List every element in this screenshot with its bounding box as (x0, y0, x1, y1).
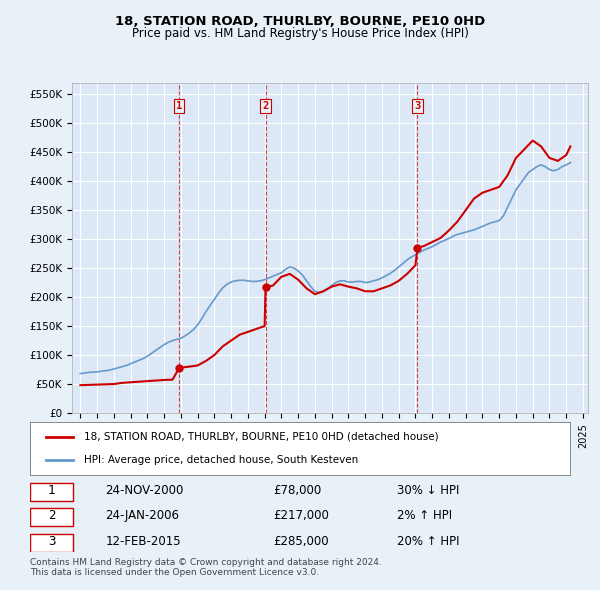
Text: Price paid vs. HM Land Registry's House Price Index (HPI): Price paid vs. HM Land Registry's House … (131, 27, 469, 40)
Text: 2% ↑ HPI: 2% ↑ HPI (397, 509, 452, 522)
Text: This data is licensed under the Open Government Licence v3.0.: This data is licensed under the Open Gov… (30, 568, 319, 576)
Text: £217,000: £217,000 (273, 509, 329, 522)
Text: 24-NOV-2000: 24-NOV-2000 (106, 484, 184, 497)
Text: 20% ↑ HPI: 20% ↑ HPI (397, 535, 460, 548)
Point (261, 283, 271, 292)
Text: Contains HM Land Registry data © Crown copyright and database right 2024.: Contains HM Land Registry data © Crown c… (30, 558, 382, 566)
Text: 1: 1 (48, 484, 55, 497)
FancyBboxPatch shape (30, 534, 73, 552)
Text: 1: 1 (176, 101, 182, 111)
Text: £78,000: £78,000 (273, 484, 321, 497)
Point (413, 243, 422, 253)
FancyBboxPatch shape (30, 483, 73, 501)
Text: 2: 2 (262, 101, 269, 111)
Text: £285,000: £285,000 (273, 535, 329, 548)
Point (175, 363, 184, 372)
Text: 18, STATION ROAD, THURLBY, BOURNE, PE10 0HD (detached house): 18, STATION ROAD, THURLBY, BOURNE, PE10 … (84, 432, 439, 442)
FancyBboxPatch shape (30, 508, 73, 526)
Text: 24-JAN-2006: 24-JAN-2006 (106, 509, 179, 522)
Text: 3: 3 (415, 101, 421, 111)
Text: 2: 2 (48, 509, 55, 522)
Text: 12-FEB-2015: 12-FEB-2015 (106, 535, 181, 548)
Text: 30% ↓ HPI: 30% ↓ HPI (397, 484, 460, 497)
Text: HPI: Average price, detached house, South Kesteven: HPI: Average price, detached house, Sout… (84, 455, 358, 465)
Text: 18, STATION ROAD, THURLBY, BOURNE, PE10 0HD: 18, STATION ROAD, THURLBY, BOURNE, PE10 … (115, 15, 485, 28)
Text: 3: 3 (48, 535, 55, 548)
